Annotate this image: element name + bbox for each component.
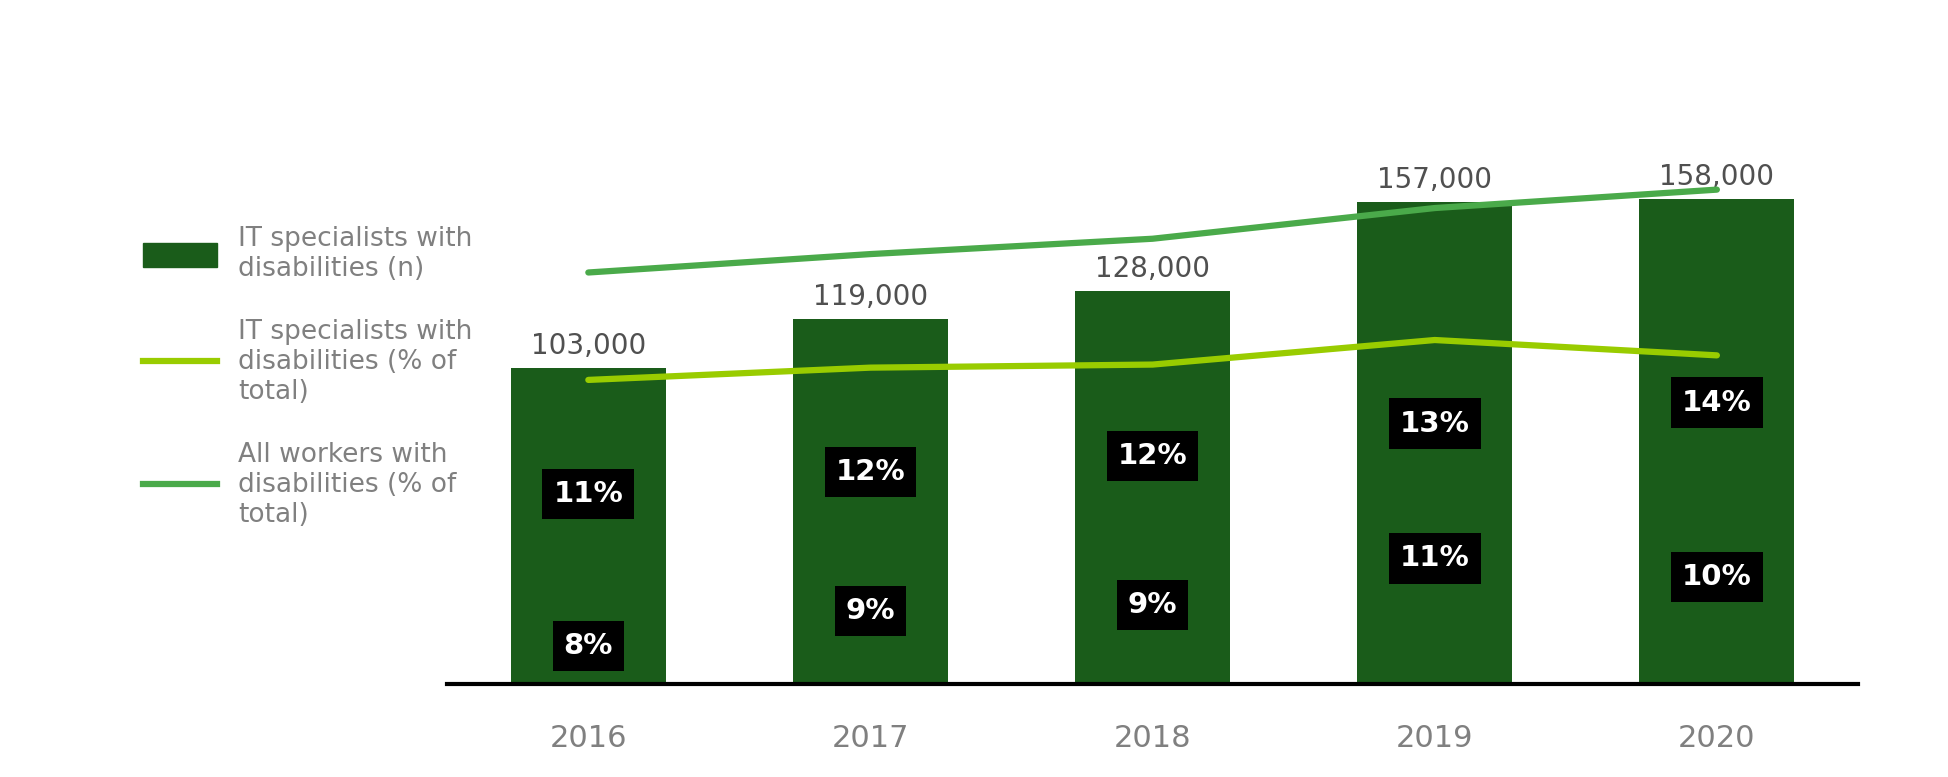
Text: 13%: 13%	[1399, 409, 1469, 437]
Text: 12%: 12%	[836, 458, 904, 486]
Text: 2016: 2016	[549, 723, 627, 753]
Text: 9%: 9%	[1128, 591, 1177, 619]
Text: 11%: 11%	[553, 480, 623, 508]
Legend: IT specialists with
disabilities (n), IT specialists with
disabilities (% of
tot: IT specialists with disabilities (n), IT…	[144, 226, 473, 528]
Text: 128,000: 128,000	[1095, 255, 1210, 284]
Text: 14%: 14%	[1681, 388, 1751, 416]
Bar	[1638, 199, 1794, 684]
Text: 10%: 10%	[1681, 563, 1751, 591]
Text: 12%: 12%	[1118, 442, 1186, 470]
Text: 8%: 8%	[563, 632, 614, 660]
Bar	[1075, 291, 1229, 684]
Text: 2020: 2020	[1677, 723, 1755, 753]
Text: 11%: 11%	[1399, 545, 1469, 573]
Bar	[510, 368, 666, 684]
Text: 158,000: 158,000	[1658, 163, 1773, 191]
Text: 2019: 2019	[1395, 723, 1473, 753]
Bar	[793, 319, 947, 684]
Text: 119,000: 119,000	[812, 283, 927, 311]
Text: 2017: 2017	[832, 723, 910, 753]
Text: 9%: 9%	[845, 597, 894, 625]
Text: 157,000: 157,000	[1377, 166, 1492, 194]
Text: 103,000: 103,000	[530, 332, 645, 360]
Bar	[1356, 202, 1512, 684]
Text: 2018: 2018	[1112, 723, 1190, 753]
